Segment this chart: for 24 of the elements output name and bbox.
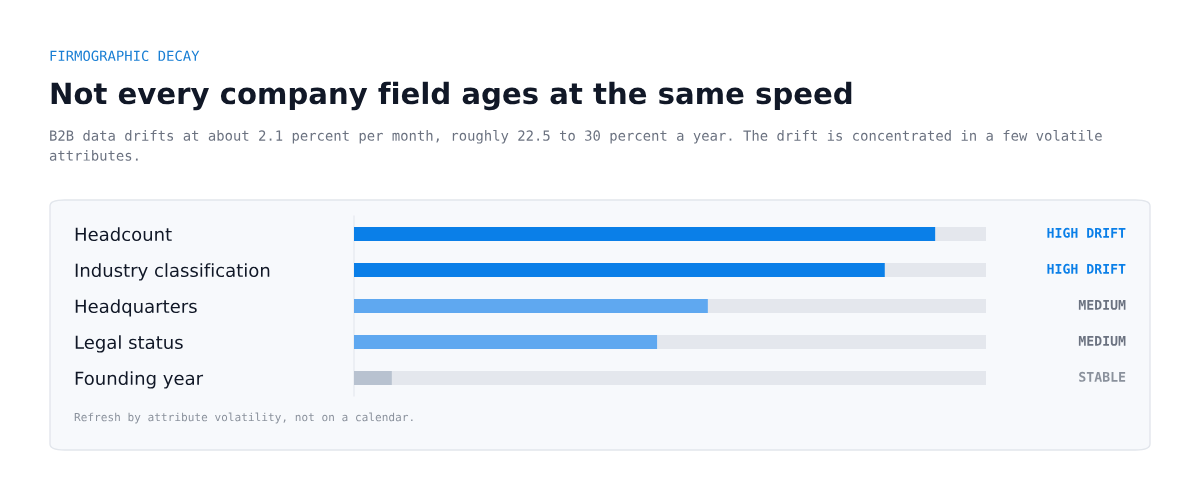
y-tick-label: Headcount <box>75 227 172 242</box>
y-tick-label: Legal status <box>75 335 183 353</box>
bar <box>657 334 986 350</box>
text: HIGH DRIFT <box>1047 263 1126 274</box>
bar <box>884 262 986 278</box>
bar <box>354 334 658 350</box>
bar <box>935 226 986 242</box>
bar <box>391 370 986 386</box>
bar <box>354 262 885 278</box>
text: HIGH DRIFT <box>1047 227 1126 238</box>
bar <box>354 226 936 242</box>
chart-title: Not every company field ages at the same speed <box>51 81 852 111</box>
bar <box>354 370 392 386</box>
text: Refresh by attribute volatility, not on a calendar. <box>74 412 413 424</box>
bar <box>354 298 708 314</box>
y-tick-label: Founding year <box>75 371 204 389</box>
y-tick-label: Industry classification <box>75 263 270 281</box>
text: FIRMOGRAPHIC DECAY <box>50 50 200 62</box>
y-tick-label: Headquarters <box>75 299 197 317</box>
text: MEDIUM <box>1078 300 1126 310</box>
chart-subtitle: B2B data drifts at about 2.1 percent per month, roughly 22.5 to 30 percent a year. The drift is concentrated in a few volatile attributes. <box>49 130 1102 161</box>
text: STABLE <box>1079 371 1126 382</box>
text: MEDIUM <box>1078 336 1126 346</box>
bar <box>707 298 986 314</box>
